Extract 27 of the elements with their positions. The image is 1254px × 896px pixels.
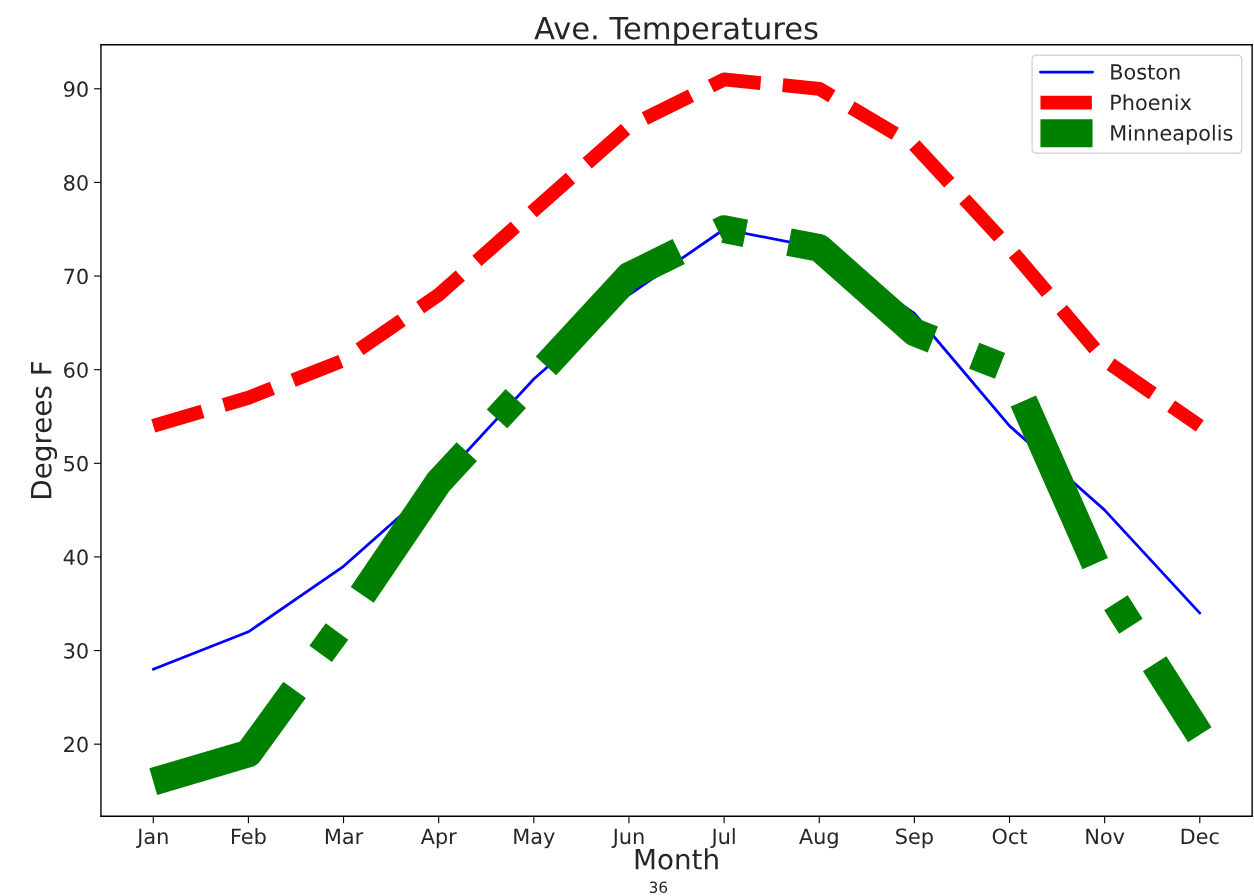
- legend-label: Minneapolis: [1111, 124, 1233, 145]
- x-tick-label: Nov: [1086, 828, 1125, 845]
- x-tick-label: Jul: [710, 828, 735, 849]
- chart-title: Ave. Temperatures: [534, 16, 818, 46]
- y-tick-label: 40: [63, 549, 88, 566]
- y-tick-label: 20: [64, 736, 88, 753]
- x-tick-label: Oct: [992, 828, 1028, 845]
- x-tick-label: Dec: [1181, 828, 1219, 845]
- y-tick-label: 70: [64, 268, 88, 285]
- y-tick-label: 90: [63, 81, 88, 98]
- x-tick-label: Mar: [325, 828, 364, 845]
- x-axis-title: Month: [635, 848, 718, 870]
- x-tick-label: Feb: [232, 828, 266, 845]
- y-tick-label: 30: [64, 643, 88, 659]
- y-tick-label: 60: [64, 362, 88, 378]
- x-tick-label: Jan: [136, 828, 168, 849]
- text: 36: [649, 881, 668, 894]
- x-tick-label: Apr: [420, 828, 457, 849]
- x-tick-label: May: [514, 828, 555, 849]
- legend-label: Boston: [1111, 64, 1180, 80]
- x-tick-label: Sep: [896, 828, 933, 849]
- y-tick-label: 80: [64, 174, 88, 191]
- y-axis-title: Degrees F: [31, 361, 58, 498]
- y-tick-label: 50: [64, 455, 88, 472]
- x-tick-label: Aug: [799, 828, 838, 849]
- x-tick-label: Jun: [611, 828, 644, 849]
- legend-label: Phoenix: [1111, 94, 1192, 111]
